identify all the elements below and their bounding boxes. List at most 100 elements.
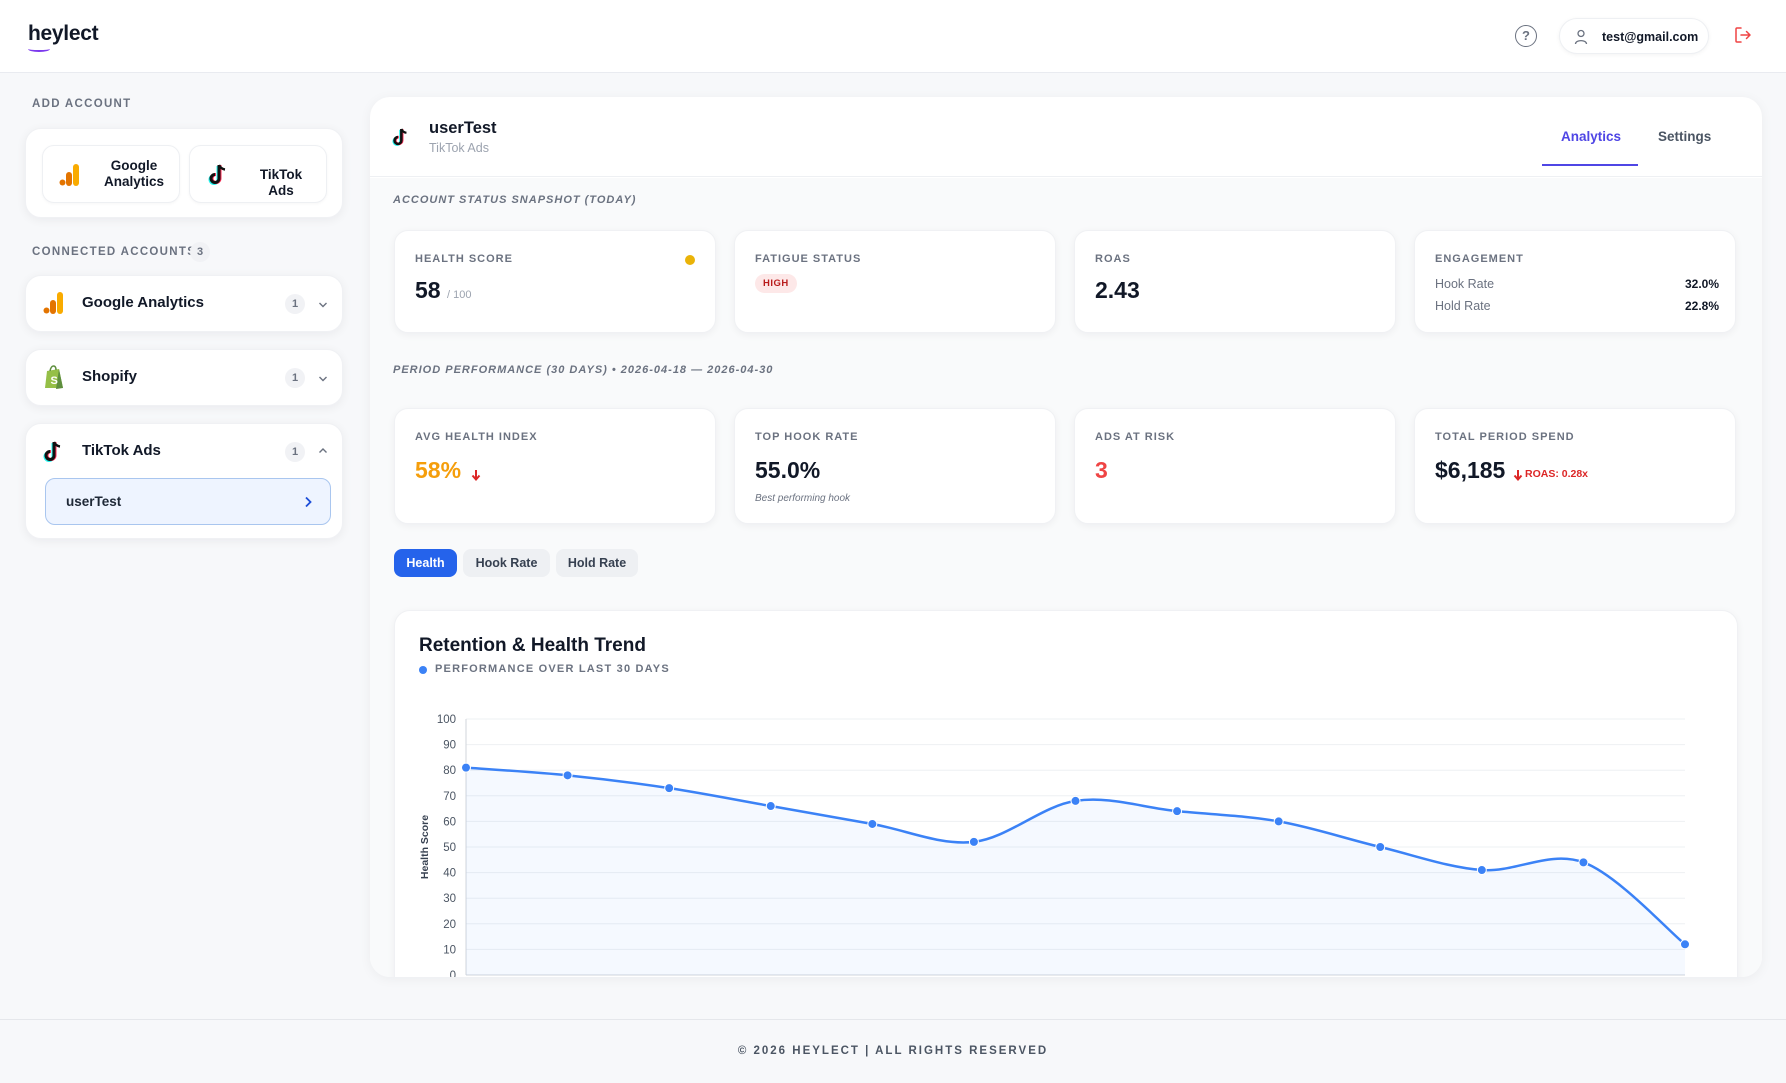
top-bar: heylect ? test@gmail.com (0, 0, 1786, 73)
data-point (1375, 842, 1386, 852)
trend-down-icon (471, 470, 481, 481)
hook-rate-row: Hook Rate 32.0% (1435, 277, 1719, 291)
total-spend-roas-note: ROAS: 0.28x (1525, 468, 1589, 480)
add-account-card: Google Analytics TikTok Ads (25, 128, 343, 218)
data-point (1273, 816, 1284, 827)
ads-at-risk-caption: ADS AT RISK (1095, 431, 1176, 443)
top-hook-card: TOP HOOK RATE 55.0% Best performing hook (734, 408, 1056, 524)
chevron-right-icon (305, 496, 312, 508)
active-tab-indicator (1542, 164, 1638, 166)
account-group-shopify[interactable]: S Shopify 1 (25, 349, 343, 406)
ads-at-risk-card: ADS AT RISK 3 (1074, 408, 1396, 524)
logout-icon[interactable] (1733, 25, 1753, 45)
engagement-caption: ENGAGEMENT (1435, 253, 1524, 265)
help-circle-icon[interactable]: ? (1515, 25, 1537, 47)
account-group-label: Google Analytics (82, 294, 204, 311)
y-tick-label: 20 (443, 919, 456, 931)
health-score-caption: HEALTH SCORE (415, 253, 513, 265)
user-menu[interactable]: test@gmail.com (1559, 18, 1709, 54)
avg-health-caption: AVG HEALTH INDEX (415, 431, 538, 443)
chevron-up-icon[interactable] (318, 446, 328, 456)
top-hook-note: Best performing hook (755, 493, 851, 504)
data-point (664, 783, 675, 794)
trend-chart-card: Retention & Health Trend PERFORMANCE OVE… (394, 610, 1738, 977)
chevron-down-icon[interactable] (318, 374, 328, 384)
connected-count-badge: 3 (190, 242, 210, 262)
top-hook-value: 55.0% (755, 457, 821, 483)
metric-toggle-health[interactable]: Health (394, 549, 457, 577)
sub-account-label: userTest (66, 494, 122, 509)
snapshot-label: ACCOUNT STATUS SNAPSHOT (TODAY) (393, 194, 637, 206)
y-tick-label: 0 (450, 970, 456, 977)
account-group-google-analytics[interactable]: Google Analytics 1 (25, 275, 343, 332)
account-name: userTest (429, 119, 497, 137)
top-hook-caption: TOP HOOK RATE (755, 431, 859, 443)
y-tick-label: 80 (443, 765, 456, 777)
y-tick-label: 50 (443, 842, 456, 854)
fatigue-status-caption: FATIGUE STATUS (755, 253, 862, 265)
metric-toggle-hold-rate[interactable]: Hold Rate (556, 549, 638, 577)
hook-rate-value: 32.0% (1684, 277, 1719, 291)
health-score-value: 58 (415, 277, 441, 303)
add-google-analytics-button[interactable]: Google Analytics (42, 145, 180, 203)
y-tick-label: 10 (443, 944, 456, 956)
tab-settings[interactable]: Settings (1658, 129, 1712, 144)
fatigue-status-badge: HIGH (755, 274, 797, 293)
y-tick-label: 30 (443, 893, 456, 905)
tab-analytics[interactable]: Analytics (1561, 129, 1622, 144)
series-area (466, 767, 1685, 975)
total-spend-value: $6,185 (1435, 457, 1506, 483)
avg-health-card: AVG HEALTH INDEX 58% (394, 408, 716, 524)
account-platform: TikTok Ads (429, 141, 489, 155)
period-label: PERIOD PERFORMANCE (30 DAYS) • 2026-04-1… (393, 364, 774, 376)
analytics-content: ACCOUNT STATUS SNAPSHOT (TODAY) HEALTH S… (370, 178, 1762, 977)
ads-at-risk-value: 3 (1095, 457, 1108, 483)
hold-rate-label: Hold Rate (1435, 299, 1491, 313)
roas-card: ROAS 2.43 (1074, 230, 1396, 333)
add-tiktok-ads-button[interactable]: TikTok Ads (189, 145, 327, 203)
data-point (461, 762, 471, 773)
health-score-value-wrap: 58 / 100 (415, 277, 471, 304)
account-count-badge: 1 (285, 368, 305, 388)
account-count-badge: 1 (285, 442, 305, 462)
avg-health-value: 58% (415, 457, 462, 483)
user-email: test@gmail.com (1602, 30, 1699, 44)
trend-down-icon (1513, 470, 1523, 481)
account-group-tiktok-ads[interactable]: TikTok Ads 1 userTest (25, 423, 343, 539)
data-point (1578, 857, 1589, 868)
metric-toggle-hook-rate[interactable]: Hook Rate (463, 549, 550, 577)
health-score-card: HEALTH SCORE 58 / 100 (394, 230, 716, 333)
chart-subtitle: PERFORMANCE OVER LAST 30 DAYS (435, 663, 670, 675)
data-point (867, 818, 878, 829)
tiktok-icon (208, 164, 226, 185)
tiktok-icon (43, 441, 61, 462)
engagement-card: ENGAGEMENT Hook Rate 32.0% Hold Rate 22.… (1414, 230, 1736, 333)
account-panel: userTest TikTok Ads Analytics Settings A… (370, 97, 1762, 977)
person-icon (1574, 29, 1588, 45)
y-tick-label: 100 (437, 714, 456, 726)
brand-logo[interactable]: heylect (28, 22, 99, 52)
y-tick-label: 90 (443, 740, 456, 752)
roas-caption: ROAS (1095, 253, 1131, 265)
hold-rate-value: 22.8% (1684, 299, 1719, 313)
legend-dot (419, 666, 427, 674)
chevron-down-icon[interactable] (318, 300, 328, 310)
account-count-badge: 1 (285, 294, 305, 314)
add-tiktok-ads-label: TikTok Ads (259, 167, 303, 198)
tiktok-icon (392, 128, 407, 146)
data-point (1680, 939, 1690, 950)
hook-rate-label: Hook Rate (1435, 277, 1495, 291)
logo-swoosh (28, 46, 50, 52)
roas-value: 2.43 (1095, 277, 1140, 303)
health-score-suffix: / 100 (446, 289, 472, 301)
add-google-analytics-label: Google Analytics (103, 158, 165, 189)
sub-account-usertest[interactable]: userTest (45, 478, 331, 525)
y-axis-label: Health Score (419, 815, 431, 879)
google-analytics-icon (59, 164, 79, 186)
panel-header: userTest TikTok Ads Analytics Settings (370, 97, 1762, 177)
account-group-label: Shopify (82, 368, 137, 385)
svg-text:S: S (51, 375, 58, 387)
google-analytics-icon (43, 292, 63, 314)
health-status-indicator (685, 255, 695, 265)
